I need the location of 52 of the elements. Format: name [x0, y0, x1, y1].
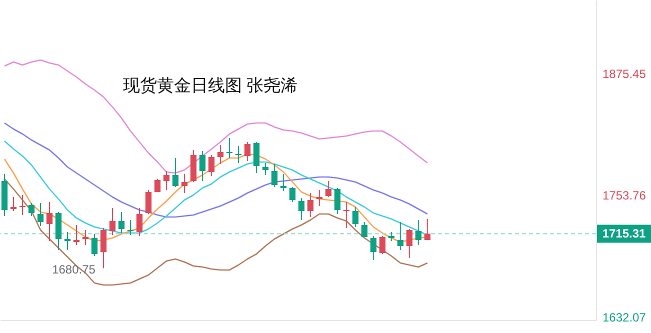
y-tick-label: 1632.07	[602, 310, 646, 324]
line-series	[4, 59, 428, 174]
candlestick	[118, 212, 125, 234]
candlestick	[415, 220, 422, 246]
line-series	[4, 122, 428, 218]
candlestick	[343, 202, 350, 228]
candlestick	[307, 192, 314, 218]
candlestick	[64, 232, 71, 250]
candlestick	[73, 224, 80, 246]
candlestick	[208, 154, 214, 176]
candlestick	[19, 194, 26, 216]
candlestick	[154, 178, 161, 192]
candlestick	[145, 190, 152, 214]
ref-line-label: 1715.31	[602, 226, 646, 241]
candlestick	[28, 202, 35, 216]
y-tick-label: 1875.45	[602, 67, 646, 82]
candlestick	[46, 202, 53, 242]
candlestick	[136, 208, 143, 236]
candlestick	[397, 222, 404, 250]
candlestick	[91, 234, 98, 256]
candlestick	[100, 228, 107, 269]
candlestick	[37, 202, 44, 226]
candlestick	[361, 222, 368, 238]
candlestick	[406, 228, 412, 258]
line-series	[4, 178, 428, 286]
candlestick	[235, 146, 242, 164]
candlestick	[163, 170, 170, 190]
candlestick	[253, 142, 260, 174]
candlestick	[262, 162, 268, 176]
candlestick	[109, 208, 116, 236]
text: 现货黄金日线图 张尧浠	[123, 76, 298, 95]
candlestick	[82, 230, 89, 246]
candlestick	[325, 180, 332, 198]
candlestick	[280, 174, 286, 192]
candlestick	[127, 220, 134, 236]
candlestick	[226, 138, 232, 158]
candlestick	[244, 142, 250, 162]
y-tick-label: 1753.76	[602, 188, 646, 203]
candlestick	[10, 196, 17, 212]
candlestick	[316, 190, 322, 206]
candlestick	[379, 236, 386, 254]
candlestick	[271, 164, 278, 188]
candlestick	[298, 198, 304, 220]
candlestick	[352, 206, 358, 228]
candlestick	[289, 186, 296, 202]
candlestick	[217, 144, 224, 164]
candlestick	[370, 236, 376, 260]
candlestick	[424, 218, 430, 240]
candlestick	[199, 150, 206, 182]
candlestick	[334, 188, 340, 214]
candlestick	[172, 158, 179, 188]
candlestick	[181, 174, 188, 194]
